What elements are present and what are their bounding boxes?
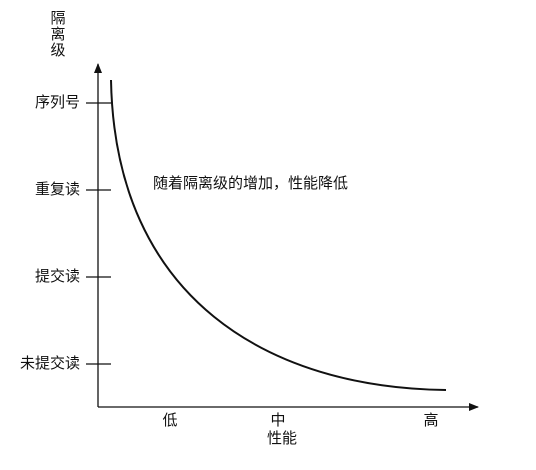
y-axis-label-text: 隔离级: [50, 9, 66, 59]
y-tick-label: 序列号: [34, 93, 80, 111]
performance-curve: [110, 79, 447, 391]
x-tick-label: 低: [162, 411, 178, 429]
x-tick-label: 中: [270, 411, 286, 429]
y-axis-label: 隔离级: [48, 10, 68, 58]
x-axis-label: 性能: [266, 429, 298, 447]
x-tick-label: 高: [423, 411, 439, 429]
y-tick-label: 未提交读: [19, 354, 80, 372]
y-tick-label: 提交读: [34, 267, 80, 285]
y-tick-label: 重复读: [34, 180, 80, 198]
trend-annotation: 随着隔离级的增加，性能降低: [153, 174, 349, 192]
